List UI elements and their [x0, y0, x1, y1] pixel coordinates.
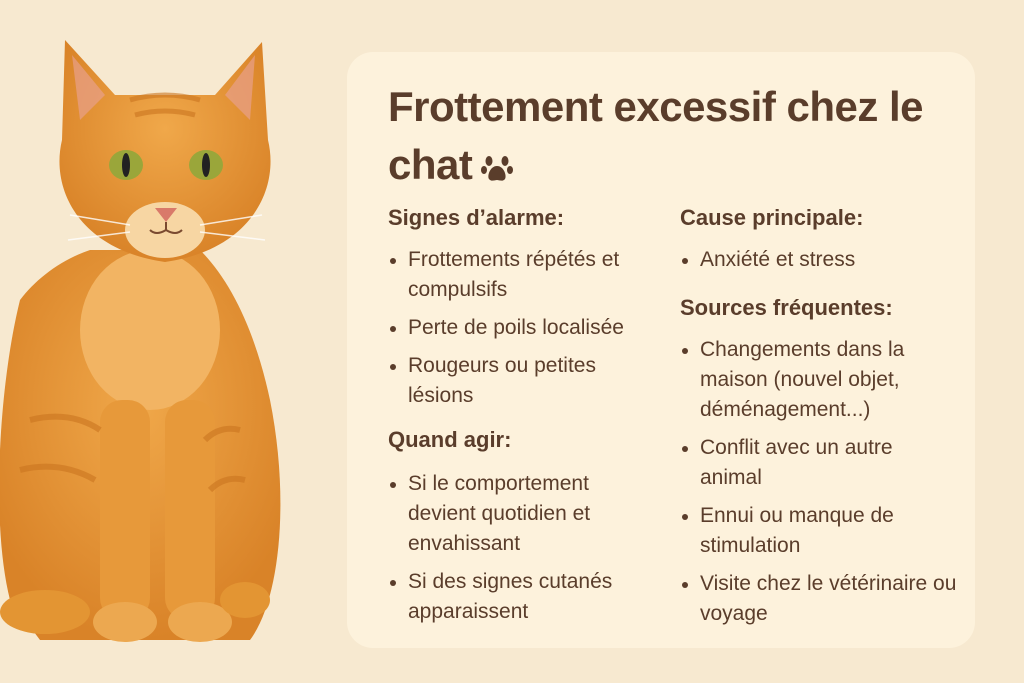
- cat-whiskers: [67, 214, 266, 241]
- list-item: Ennui ou manque de stimulation: [680, 501, 950, 561]
- list-item: Si des signes cutanés apparaissent: [388, 567, 658, 627]
- cat-pupil: [122, 153, 130, 177]
- list-item: Si le comportement devient quotidien et …: [388, 469, 628, 559]
- when-heading: Quand agir:: [388, 427, 512, 452]
- cat-illustration: [0, 40, 281, 642]
- list-item: Conflit avec un autre animal: [680, 433, 950, 493]
- list-item: Visite chez le vétérinaire ou voyage: [680, 569, 980, 629]
- cat-stripes: [19, 413, 246, 493]
- cat-nose: [155, 208, 177, 222]
- cat-paw: [93, 602, 157, 642]
- list-item: Rougeurs ou petites lésions: [388, 351, 648, 411]
- page-title: Frottement excessif chez le chat: [388, 78, 958, 194]
- cat-leg: [165, 400, 215, 620]
- title-text: Frottement excessif chez le chat: [388, 83, 924, 188]
- cat-leg: [100, 400, 150, 620]
- list-item: Frottements répétés et compulsifs: [388, 245, 658, 305]
- cat-pupil: [202, 153, 210, 177]
- list-item: Anxiété et stress: [680, 245, 960, 275]
- cat-haunch: [220, 582, 270, 618]
- list-item: Changements dans la maison (nouvel objet…: [680, 335, 950, 425]
- cat-haunch: [0, 590, 90, 634]
- paw-icon: [481, 155, 514, 181]
- cat-paw: [168, 602, 232, 642]
- info-card: [347, 52, 975, 648]
- cat-chest: [80, 250, 220, 410]
- cat-mouth: [149, 222, 183, 234]
- list-item: Perte de poils localisée: [388, 313, 668, 343]
- sources-heading: Sources fréquentes:: [680, 295, 893, 320]
- signs-heading: Signes d’alarme:: [388, 205, 565, 230]
- cause-heading: Cause principale:: [680, 205, 864, 230]
- cat-head: [59, 40, 271, 262]
- cat-forehead-stripes: [129, 92, 201, 118]
